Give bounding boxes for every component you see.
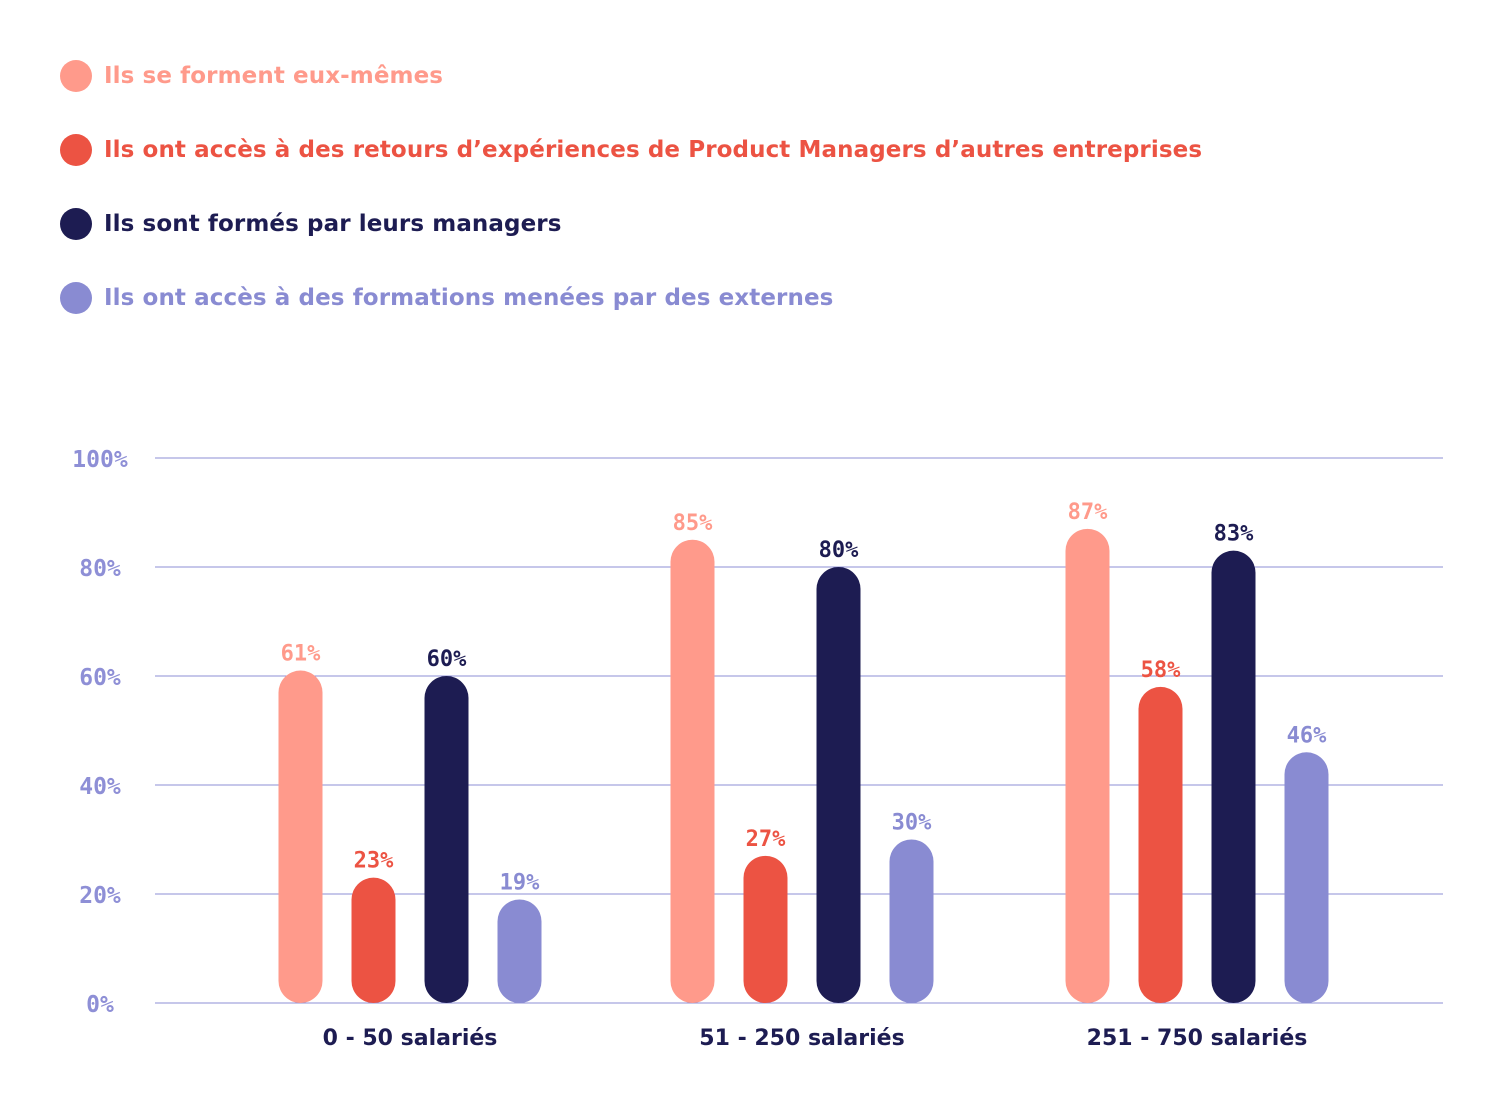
legend-item-manager-training: Ils sont formés par leurs managers bbox=[60, 206, 1202, 242]
legend-swatch bbox=[60, 282, 92, 314]
bar bbox=[278, 670, 323, 1003]
data-label: 23% bbox=[354, 849, 394, 874]
bar bbox=[1138, 686, 1183, 1003]
x-category-label: 51 - 250 salariés bbox=[699, 1026, 904, 1051]
legend-item-external-training: Ils ont accès à des formations menées pa… bbox=[60, 280, 1202, 316]
data-label: 30% bbox=[892, 811, 932, 836]
data-label: 85% bbox=[673, 511, 713, 536]
legend-swatch bbox=[60, 208, 92, 240]
legend-item-self-training: Ils se forment eux-mêmes bbox=[60, 58, 1202, 94]
legend-label: Ils sont formés par leurs managers bbox=[104, 211, 562, 237]
data-label: 58% bbox=[1141, 658, 1181, 683]
bar bbox=[351, 877, 396, 1003]
y-tick-label: 100% bbox=[72, 447, 128, 473]
legend-label: Ils ont accès à des formations menées pa… bbox=[104, 285, 834, 311]
y-tick-label: 20% bbox=[79, 883, 121, 909]
data-label: 60% bbox=[427, 647, 467, 672]
y-tick-label: 0% bbox=[86, 992, 114, 1018]
x-category-label: 0 - 50 salariés bbox=[323, 1026, 498, 1051]
legend-swatch bbox=[60, 134, 92, 166]
legend-label: Ils se forment eux-mêmes bbox=[104, 63, 444, 89]
legend: Ils se forment eux-mêmes Ils ont accès à… bbox=[60, 58, 1202, 354]
bar bbox=[1284, 752, 1329, 1003]
legend-swatch bbox=[60, 60, 92, 92]
y-tick-label: 40% bbox=[79, 774, 121, 800]
bar bbox=[497, 899, 542, 1003]
bar bbox=[1065, 528, 1110, 1003]
bar bbox=[424, 676, 469, 1003]
data-label: 61% bbox=[281, 642, 321, 667]
data-label: 27% bbox=[746, 827, 786, 852]
y-tick-label: 60% bbox=[79, 665, 121, 691]
bar bbox=[816, 567, 861, 1003]
data-label: 19% bbox=[500, 870, 540, 895]
legend-label: Ils ont accès à des retours d’expérience… bbox=[104, 137, 1203, 163]
x-category-label: 251 - 750 salariés bbox=[1087, 1026, 1308, 1051]
legend-item-peer-feedback: Ils ont accès à des retours d’expérience… bbox=[60, 132, 1202, 168]
data-label: 87% bbox=[1068, 500, 1108, 525]
y-tick-label: 80% bbox=[79, 556, 121, 582]
data-label: 83% bbox=[1214, 522, 1254, 547]
bar bbox=[743, 855, 788, 1003]
data-label: 80% bbox=[819, 538, 859, 563]
bar bbox=[1211, 550, 1256, 1003]
bar bbox=[670, 539, 715, 1003]
data-label: 46% bbox=[1287, 723, 1327, 748]
bar bbox=[889, 839, 934, 1003]
